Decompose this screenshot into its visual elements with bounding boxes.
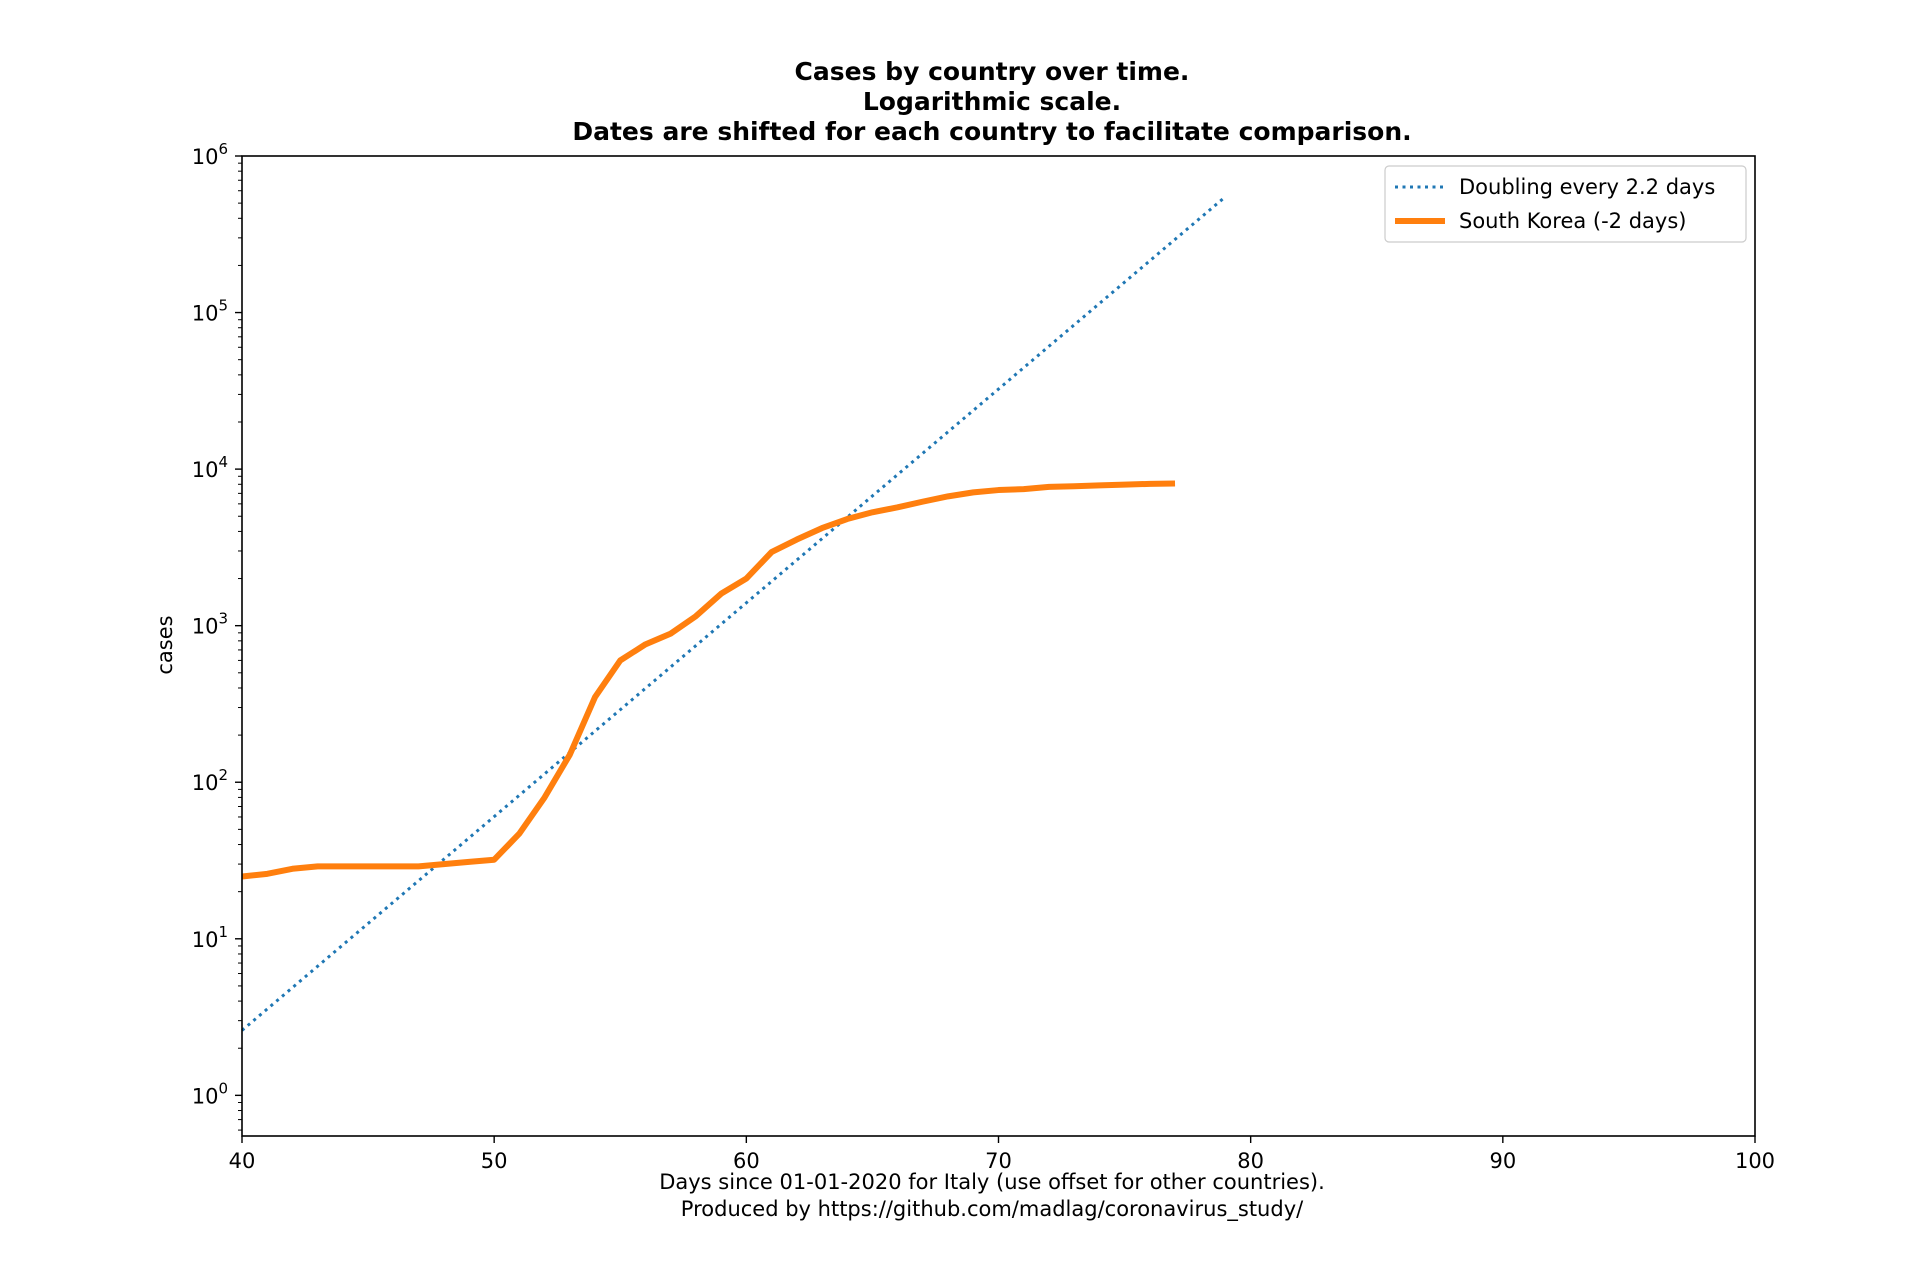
title-line-3: Dates are shifted for each country to fa… xyxy=(572,117,1411,146)
y-axis: 100 101 102 103 104 105 106 xyxy=(192,140,242,1131)
series-line-0 xyxy=(241,195,1227,1032)
title-line-2: Logarithmic scale. xyxy=(863,87,1121,116)
y-tick-label: 105 xyxy=(192,297,228,326)
x-axis-label-line-2: Produced by https://github.com/madlag/co… xyxy=(681,1197,1304,1222)
y-tick-label: 100 xyxy=(192,1079,228,1108)
x-tick-label: 40 xyxy=(229,1149,256,1173)
y-tick-label: 101 xyxy=(192,923,228,952)
x-tick-label: 50 xyxy=(481,1149,508,1173)
x-tick-label: 60 xyxy=(733,1149,760,1173)
x-axis: 40 50 60 70 80 90 100 xyxy=(229,1136,1775,1173)
title-line-1: Cases by country over time. xyxy=(795,57,1190,86)
x-tick-label: 80 xyxy=(1237,1149,1264,1173)
y-tick-label: 103 xyxy=(192,610,228,639)
x-axis-label-line-1: Days since 01-01-2020 for Italy (use off… xyxy=(659,1170,1325,1194)
legend-box xyxy=(1384,165,1747,243)
x-tick-label: 100 xyxy=(1735,1149,1775,1173)
x-tick-label: 90 xyxy=(1489,1149,1516,1173)
legend: Doubling every 2.2 days South Korea (-2 d… xyxy=(1384,165,1747,243)
y-axis-label: cases xyxy=(153,615,177,674)
series-line-1 xyxy=(241,480,1176,880)
x-tick-label: 70 xyxy=(985,1149,1012,1173)
plot-frame xyxy=(241,155,1756,1137)
series-group xyxy=(241,195,1227,1032)
y-tick-label: 106 xyxy=(192,140,228,169)
chart-title: Cases by country over time. Logarithmic … xyxy=(572,57,1411,146)
y-tick-label: 104 xyxy=(192,453,228,482)
legend-label-1: South Korea (-2 days) xyxy=(1459,209,1686,233)
legend-label-0: Doubling every 2.2 days xyxy=(1459,175,1715,199)
y-tick-label: 102 xyxy=(192,766,228,795)
